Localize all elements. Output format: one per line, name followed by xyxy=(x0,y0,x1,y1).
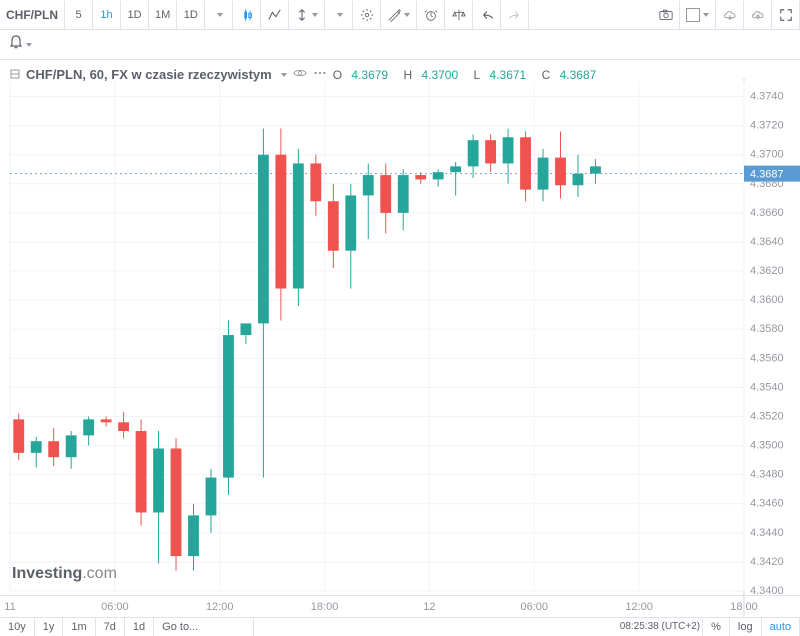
bell-icon[interactable] xyxy=(8,34,24,55)
drawing-tools-button[interactable] xyxy=(381,1,417,29)
svg-text:4.3560: 4.3560 xyxy=(750,352,784,364)
svg-text:06:00: 06:00 xyxy=(101,601,129,613)
toolbar-top: CHF/PLN 5 1h 1D 1M 1D xyxy=(0,0,800,30)
cloud-download-button[interactable] xyxy=(716,1,744,29)
candle-style-button[interactable] xyxy=(233,1,261,29)
range-10y[interactable]: 10y xyxy=(0,618,35,636)
tf-1d[interactable]: 1D xyxy=(121,1,149,29)
x-axis-bar: 1106:0012:0018:001206:0012:0018:00 xyxy=(0,595,800,617)
compare-button[interactable] xyxy=(289,1,325,29)
svg-text:4.3700: 4.3700 xyxy=(750,149,784,161)
range-1d[interactable]: 1d xyxy=(125,618,154,636)
range-7d[interactable]: 7d xyxy=(96,618,125,636)
bell-dropdown[interactable] xyxy=(26,43,32,47)
svg-text:4.3540: 4.3540 xyxy=(750,381,784,393)
svg-text:4.3687: 4.3687 xyxy=(750,169,784,181)
tf-5[interactable]: 5 xyxy=(65,1,93,29)
clock-display: 08:25:38 (UTC+2) xyxy=(254,621,702,632)
range-1y[interactable]: 1y xyxy=(35,618,64,636)
tf-1d2[interactable]: 1D xyxy=(177,1,205,29)
auto-button[interactable]: auto xyxy=(762,618,800,636)
color-picker[interactable] xyxy=(680,1,716,29)
balance-button[interactable] xyxy=(445,1,473,29)
svg-text:06:00: 06:00 xyxy=(521,601,549,613)
svg-text:4.3420: 4.3420 xyxy=(750,556,784,568)
svg-text:12:00: 12:00 xyxy=(206,601,234,613)
svg-text:4.3660: 4.3660 xyxy=(750,207,784,219)
bottom-toolbar: 10y 1y 1m 7d 1d Go to... 08:25:38 (UTC+2… xyxy=(0,617,800,635)
toolbar-second xyxy=(0,30,800,60)
indicators-button[interactable] xyxy=(261,1,289,29)
svg-text:4.3600: 4.3600 xyxy=(750,294,784,306)
svg-text:4.3720: 4.3720 xyxy=(750,120,784,132)
range-1m[interactable]: 1m xyxy=(63,618,95,636)
pair-picker[interactable]: CHF/PLN xyxy=(0,1,65,29)
camera-button[interactable] xyxy=(652,1,680,29)
cloud-upload-button[interactable] xyxy=(744,1,772,29)
svg-text:11: 11 xyxy=(4,601,15,613)
svg-text:12:00: 12:00 xyxy=(625,601,653,613)
redo-button[interactable] xyxy=(501,1,529,29)
svg-text:12: 12 xyxy=(423,601,435,613)
svg-text:4.3580: 4.3580 xyxy=(750,323,784,335)
svg-text:4.3440: 4.3440 xyxy=(750,527,784,539)
svg-text:4.3640: 4.3640 xyxy=(750,236,784,248)
svg-text:4.3400: 4.3400 xyxy=(750,585,784,595)
investing-watermark: Investing.com xyxy=(12,565,117,583)
svg-text:4.3520: 4.3520 xyxy=(750,410,784,422)
tf-1h[interactable]: 1h xyxy=(93,1,121,29)
undo-button[interactable] xyxy=(473,1,501,29)
svg-text:18:00: 18:00 xyxy=(311,601,339,613)
tf-1m[interactable]: 1M xyxy=(149,1,177,29)
chart-area[interactable]: 4.3400 4.3420 4.3440 4.3460 4.3480 4.3500 4.35… xyxy=(0,78,800,595)
fullscreen-button[interactable] xyxy=(772,1,800,29)
svg-text:4.3500: 4.3500 xyxy=(750,440,784,452)
goto-button[interactable]: Go to... xyxy=(154,618,254,636)
svg-text:4.3460: 4.3460 xyxy=(750,498,784,510)
log-button[interactable]: log xyxy=(730,618,762,636)
alert-button[interactable] xyxy=(417,1,445,29)
tf-dropdown[interactable] xyxy=(205,1,233,29)
svg-text:4.3480: 4.3480 xyxy=(750,469,784,481)
svg-text:4.3740: 4.3740 xyxy=(750,91,784,103)
symbol-dropdown[interactable] xyxy=(281,73,287,77)
pct-button[interactable]: % xyxy=(702,618,730,636)
svg-text:4.3620: 4.3620 xyxy=(750,265,784,277)
settings-button[interactable] xyxy=(353,1,381,29)
draw-dropdown[interactable] xyxy=(325,1,353,29)
